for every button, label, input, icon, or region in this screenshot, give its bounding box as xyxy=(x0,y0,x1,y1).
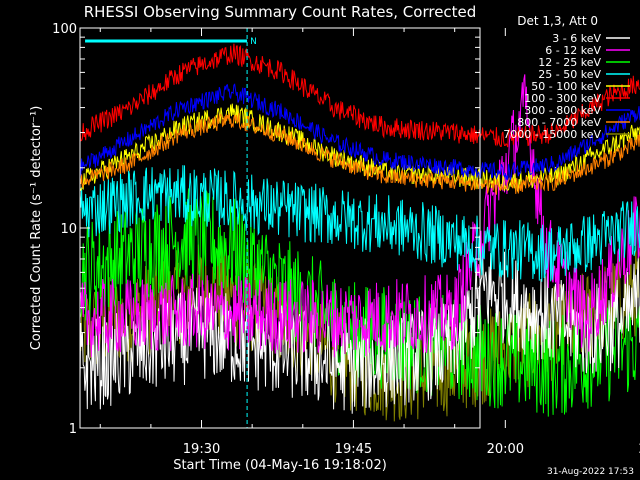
legend-label-7: 300 - 800 keV xyxy=(524,104,601,117)
legend-label-8: 800 - 7000 keV xyxy=(517,116,601,129)
chart-title: RHESSI Observing Summary Count Rates, Co… xyxy=(84,3,477,21)
annotation-layer: N xyxy=(85,28,257,428)
series-line-8 xyxy=(79,113,640,195)
legend-label-6: 100 - 300 keV xyxy=(524,92,601,105)
series-line-6 xyxy=(79,43,640,148)
y-tick-label-3: 100 xyxy=(52,22,77,37)
series-line-2 xyxy=(79,74,640,358)
y-axis-label: Corrected Count Rate (s⁻¹ detector⁻¹) xyxy=(29,106,44,351)
x-axis-label: Start Time (04-May-16 19:18:02) xyxy=(173,458,387,473)
y-tick-label-1: 1 xyxy=(69,422,77,437)
legend-label-3: 12 - 25 keV xyxy=(538,56,601,69)
x-tick-label-2: 19:45 xyxy=(335,442,372,457)
series-line-3 xyxy=(79,188,640,417)
y-tick-label-2: 10 xyxy=(60,222,77,237)
series-line-4 xyxy=(79,165,640,282)
legend-label-5: 50 - 100 keV xyxy=(531,80,601,93)
series-line-7 xyxy=(79,83,640,181)
legend-label-1: 3 - 6 keV xyxy=(552,32,601,45)
x-tick-label-3: 20:00 xyxy=(487,442,524,457)
series-layer xyxy=(79,43,640,422)
timestamp: 31-Aug-2022 17:53 xyxy=(546,467,634,477)
series-line-1 xyxy=(79,251,640,414)
legend-title: Det 1,3, Att 0 xyxy=(517,14,598,28)
legend-label-9: 7000 - 15000 keV xyxy=(503,128,601,141)
legend-label-2: 6 - 12 keV xyxy=(545,44,601,57)
x-tick-label-1: 19:30 xyxy=(183,442,220,457)
x-tick-label-4: 20:15 xyxy=(638,442,640,457)
flag-label: N xyxy=(250,37,257,47)
legend-label-4: 25 - 50 keV xyxy=(538,68,601,81)
